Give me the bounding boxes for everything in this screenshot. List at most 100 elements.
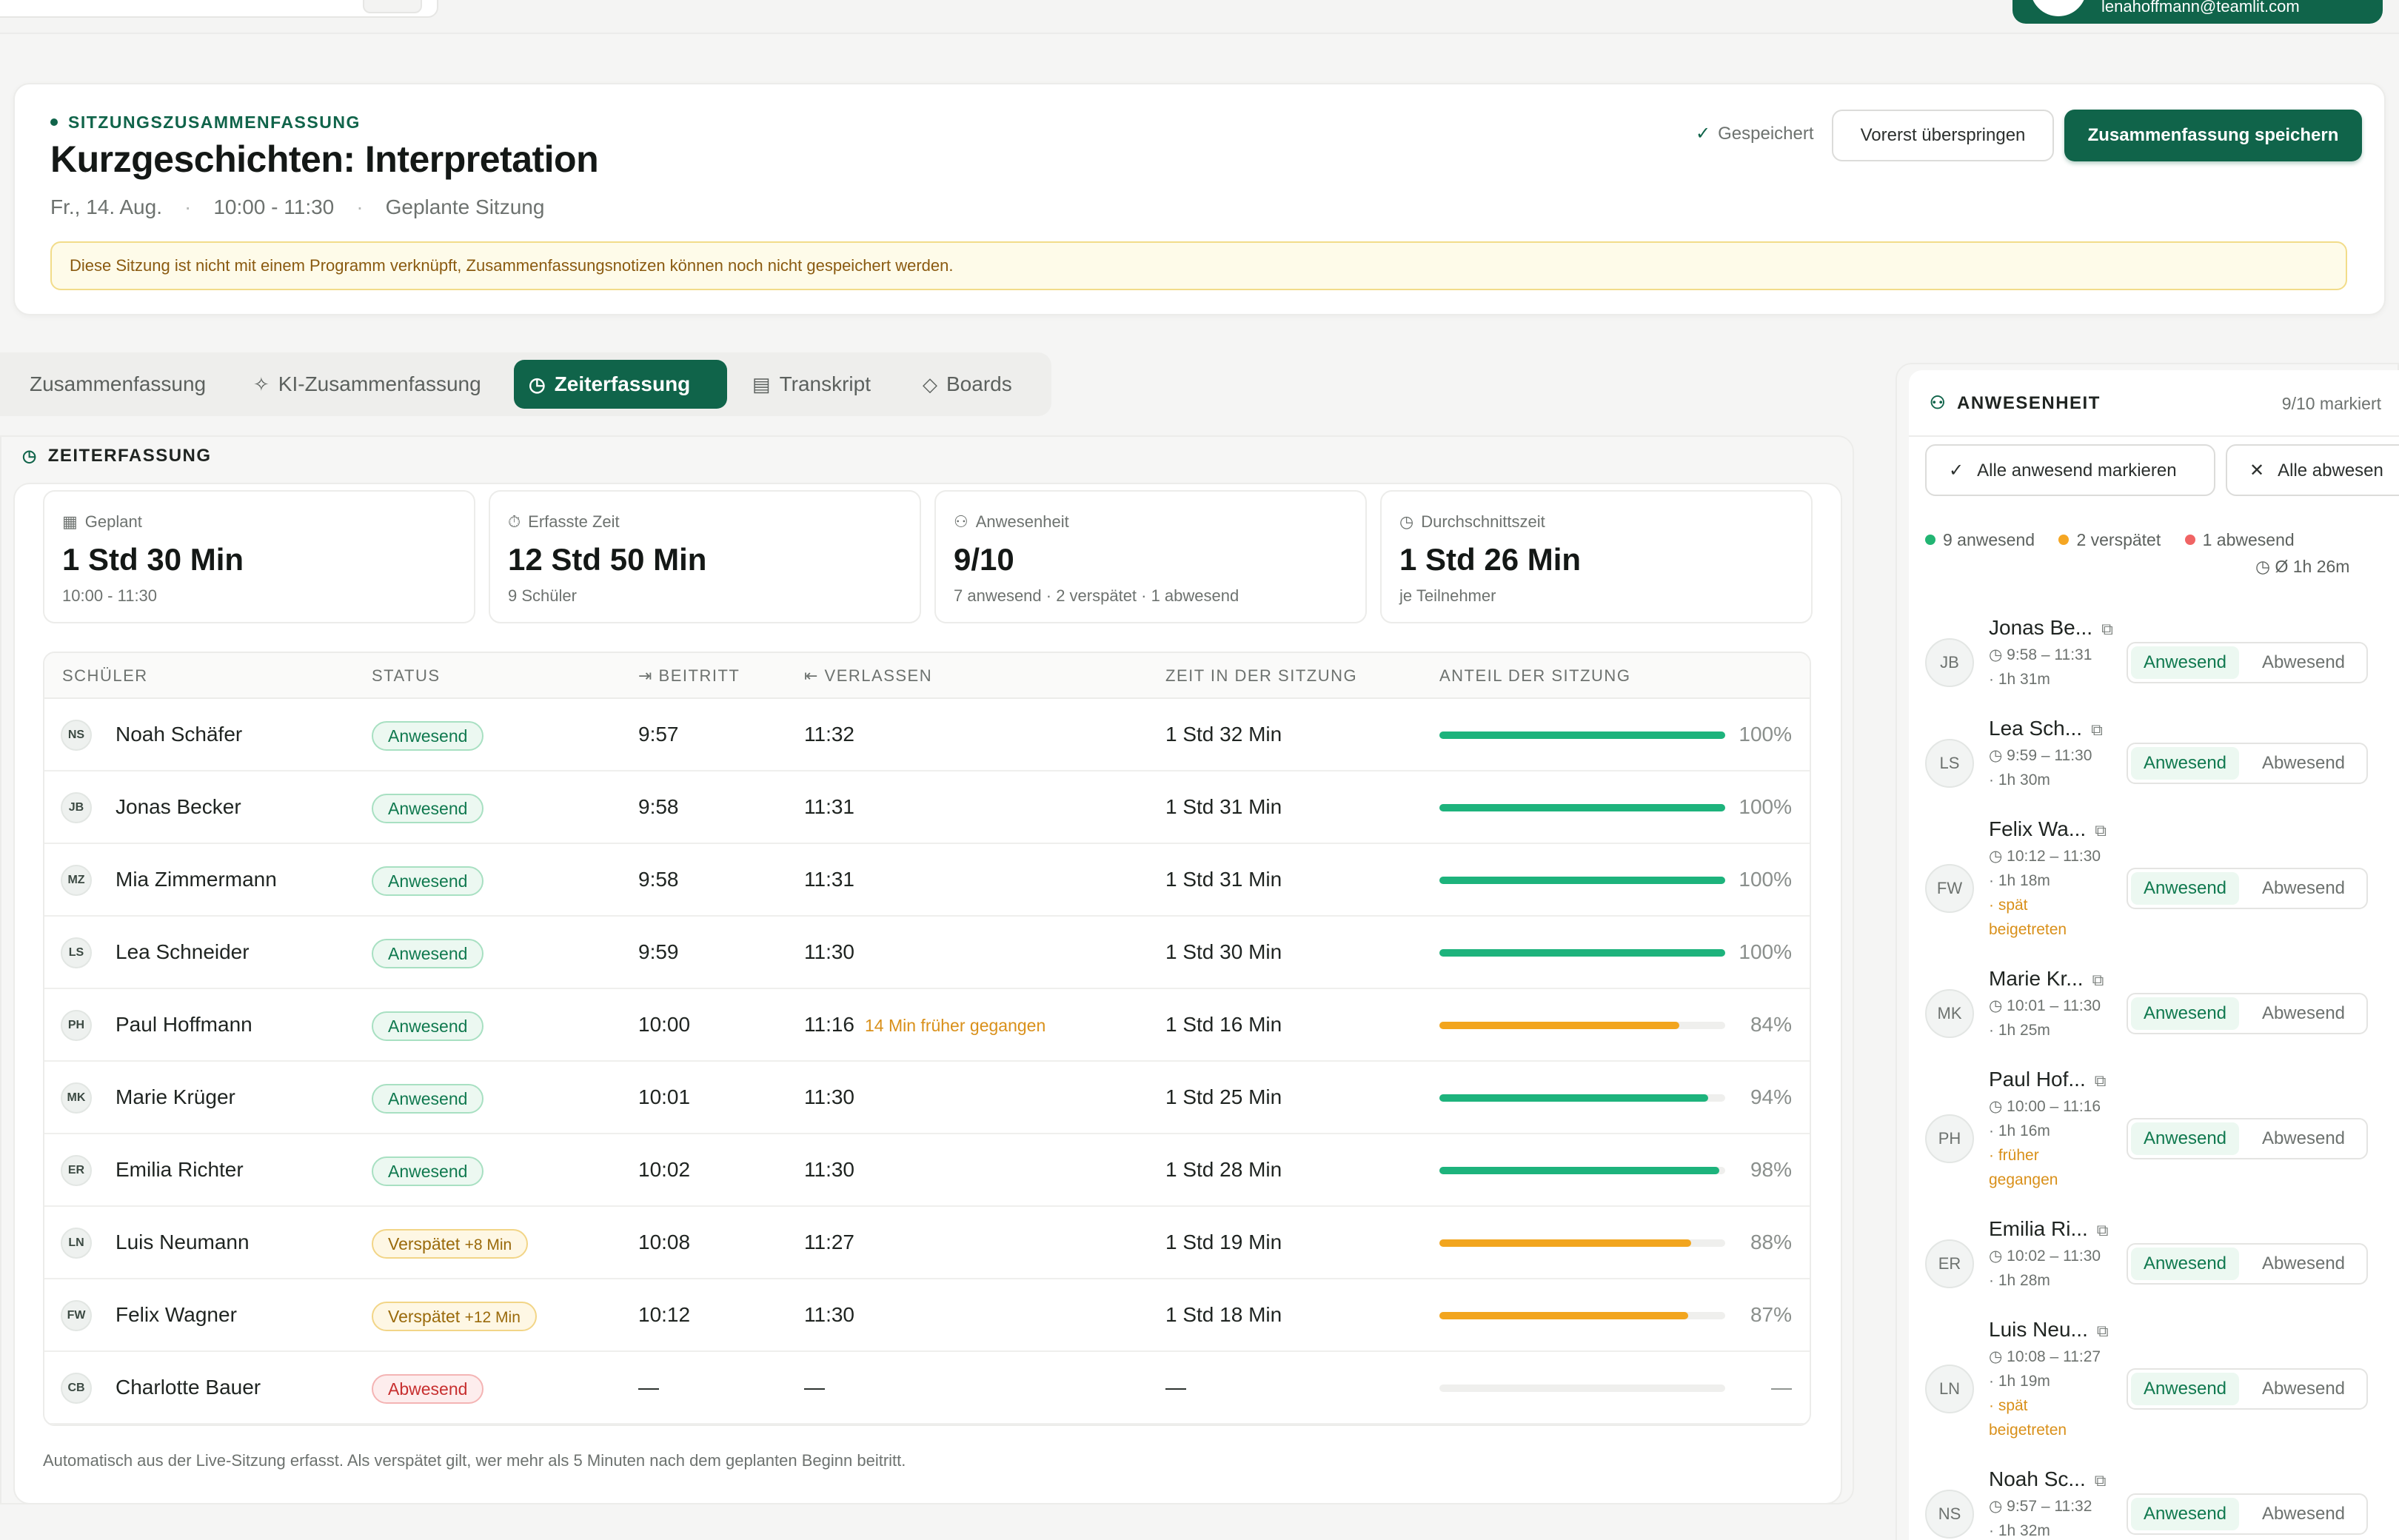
share-bar bbox=[1439, 877, 1725, 884]
section-label: ◷ ZEITERFASSUNG bbox=[22, 446, 212, 466]
attendance-item: NS Noah Sc... ⧉ ◷ 9:57 – 11:32 · 1h 32m Anwes… bbox=[1925, 1467, 2369, 1540]
table-row[interactable]: FW Felix Wagner Verspätet +12 Min 10:12 11:3… bbox=[44, 1279, 1810, 1352]
absent-option[interactable]: Abwesend bbox=[2261, 1253, 2346, 1273]
person-time: ◷ 10:01 – 11:30 bbox=[1989, 997, 2101, 1014]
tab-summary[interactable]: Zusammenfassung bbox=[30, 372, 207, 395]
attendance-toggle: Anwesend Abwesend bbox=[2127, 1243, 2368, 1285]
join-time: 10:01 bbox=[638, 1085, 691, 1108]
tab-time-tracking[interactable]: ◷ Zeiterfassung bbox=[514, 360, 727, 409]
person-note: · früher bbox=[1989, 1147, 2039, 1164]
leave-cell: 11:16 14 Min früher gegangen bbox=[804, 989, 1045, 1060]
skip-button[interactable]: Vorerst überspringen bbox=[1832, 110, 2054, 161]
session-time: 1 Std 32 Min bbox=[1165, 723, 1282, 746]
absent-option[interactable]: Abwesend bbox=[2261, 878, 2346, 898]
stat-value: 1 Std 26 Min bbox=[1399, 542, 1582, 577]
mark-all-present-button[interactable]: ✓ Alle anwesend markieren bbox=[1925, 444, 2215, 496]
present-option[interactable]: Anwesend bbox=[2131, 997, 2239, 1030]
absent-option[interactable]: Abwesend bbox=[2261, 1379, 2346, 1399]
avatar: MZ bbox=[61, 865, 92, 896]
warning-notice: Diese Sitzung ist nicht mit einem Progra… bbox=[50, 241, 2347, 290]
col-status[interactable]: STATUS bbox=[372, 666, 441, 685]
leave-cell: 11:32 bbox=[804, 699, 854, 770]
leave-time: 11:16 bbox=[804, 1013, 854, 1036]
tab-transcript[interactable]: ▤ Transkript bbox=[737, 360, 886, 409]
join-time: 10:00 bbox=[638, 1013, 691, 1036]
avatar: FW bbox=[61, 1300, 92, 1331]
share-bar bbox=[1439, 1167, 1725, 1174]
table-row[interactable]: MZ Mia Zimmermann Anwesend 9:58 11:31 1 Std 3… bbox=[44, 844, 1810, 917]
present-option[interactable]: Anwesend bbox=[2131, 1122, 2239, 1155]
external-link-icon[interactable]: ⧉ bbox=[2094, 1471, 2107, 1490]
mark-all-absent-button[interactable]: ✕ Alle abwesen bbox=[2226, 444, 2399, 496]
present-option[interactable]: Anwesend bbox=[2131, 1373, 2239, 1405]
table-row[interactable]: MK Marie Krüger Anwesend 10:01 11:30 1 Std 25… bbox=[44, 1062, 1810, 1134]
col-student[interactable]: SCHÜLER bbox=[62, 666, 148, 685]
absent-option[interactable]: Abwesend bbox=[2261, 753, 2346, 773]
absent-option[interactable]: Abwesend bbox=[2261, 1128, 2346, 1148]
external-link-icon[interactable]: ⧉ bbox=[2095, 821, 2107, 840]
status-badge: Anwesend bbox=[372, 720, 484, 751]
table-row[interactable]: NS Noah Schäfer Anwesend 9:57 11:32 1 Std 32 … bbox=[44, 699, 1810, 771]
leave-cell: 11:31 bbox=[804, 844, 854, 915]
person-name[interactable]: Emilia Ri... ⧉ bbox=[1989, 1217, 2109, 1240]
table-row[interactable]: JB Jonas Becker Anwesend 9:58 11:31 1 Std 31 … bbox=[44, 771, 1810, 844]
external-link-icon[interactable]: ⧉ bbox=[2096, 1322, 2109, 1340]
session-date: Fr., 14. Aug. bbox=[50, 195, 162, 218]
clock-icon: ◷ bbox=[529, 373, 546, 395]
present-option[interactable]: Anwesend bbox=[2131, 646, 2239, 679]
share-bar-fill bbox=[1439, 1022, 1680, 1029]
status-cell: Anwesend bbox=[372, 989, 484, 1060]
person-name[interactable]: Lea Sch... ⧉ bbox=[1989, 717, 2103, 740]
person-name[interactable]: Paul Hof... ⧉ bbox=[1989, 1068, 2107, 1091]
external-link-icon[interactable]: ⧉ bbox=[2101, 620, 2113, 638]
red-dot-icon bbox=[2184, 535, 2195, 545]
tab-ai-summary[interactable]: ✧ KI-Zusammenfassung bbox=[238, 360, 496, 409]
attendance-toggle: Anwesend Abwesend bbox=[2127, 1493, 2368, 1535]
share-bar bbox=[1439, 1094, 1725, 1102]
footnote: Automatisch aus der Live-Sitzung erfasst… bbox=[43, 1451, 906, 1470]
absent-option[interactable]: Abwesend bbox=[2261, 1504, 2346, 1524]
absent-option[interactable]: Abwesend bbox=[2261, 652, 2346, 672]
col-leave[interactable]: ⇤ VERLASSEN bbox=[804, 666, 933, 685]
attendance-toggle: Anwesend Abwesend bbox=[2127, 1368, 2368, 1410]
table-row[interactable]: LN Luis Neumann Verspätet +8 Min 10:08 11:27… bbox=[44, 1207, 1810, 1279]
status-badge: Anwesend bbox=[372, 1156, 484, 1186]
person-name[interactable]: Luis Neu... ⧉ bbox=[1989, 1318, 2109, 1341]
attendance-item: PH Paul Hof... ⧉ ◷ 10:00 – 11:16 · 1h 16m · f… bbox=[1925, 1068, 2369, 1210]
external-link-icon[interactable]: ⧉ bbox=[2092, 971, 2104, 989]
avatar: CB bbox=[61, 1373, 92, 1404]
external-link-icon[interactable]: ⧉ bbox=[2096, 1221, 2109, 1239]
session-time: 1 Std 16 Min bbox=[1165, 1013, 1282, 1036]
present-option[interactable]: Anwesend bbox=[2131, 747, 2239, 780]
user-menu[interactable]: lenahoffmann@teamlit.com bbox=[2012, 0, 2383, 24]
external-link-icon[interactable]: ⧉ bbox=[2094, 1071, 2107, 1090]
col-share[interactable]: ANTEIL DER SITZUNG bbox=[1439, 666, 1631, 685]
status-badge: Anwesend bbox=[372, 866, 484, 896]
session-meta: Fr., 14. Aug. · 10:00 - 11:30 · Geplante Sit… bbox=[50, 195, 545, 218]
person-name[interactable]: Noah Sc... ⧉ bbox=[1989, 1467, 2107, 1490]
absent-option[interactable]: Abwesend bbox=[2261, 1003, 2346, 1023]
leave-time: 11:30 bbox=[804, 1158, 854, 1181]
present-option[interactable]: Anwesend bbox=[2131, 872, 2239, 905]
session-time: 1 Std 30 Min bbox=[1165, 940, 1282, 963]
person-name[interactable]: Jonas Be... ⧉ bbox=[1989, 616, 2113, 639]
search-shortcut-button[interactable] bbox=[363, 0, 422, 13]
status-cell: Anwesend bbox=[372, 844, 484, 915]
check-icon: ✓ bbox=[1949, 460, 1964, 481]
present-option[interactable]: Anwesend bbox=[2131, 1248, 2239, 1280]
table-row[interactable]: LS Lea Schneider Anwesend 9:59 11:30 1 Std 30… bbox=[44, 917, 1810, 989]
table-row[interactable]: PH Paul Hoffmann Anwesend 10:00 11:16 14 Min … bbox=[44, 989, 1810, 1062]
tab-boards[interactable]: ◇ Boards bbox=[908, 360, 1027, 409]
tag-icon: ◇ bbox=[923, 373, 937, 395]
person-name[interactable]: Felix Wa... ⧉ bbox=[1989, 817, 2107, 840]
share-percent: 84% bbox=[1750, 1013, 1792, 1036]
col-time[interactable]: ZEIT IN DER SITZUNG bbox=[1165, 666, 1358, 685]
table-row[interactable]: CB Charlotte Bauer Abwesend — — — — bbox=[44, 1352, 1810, 1424]
external-link-icon[interactable]: ⧉ bbox=[2091, 720, 2103, 739]
table-row[interactable]: ER Emilia Richter Anwesend 10:02 11:30 1 Std … bbox=[44, 1134, 1810, 1207]
col-join[interactable]: ⇥ BEITRITT bbox=[638, 666, 740, 685]
present-option[interactable]: Anwesend bbox=[2131, 1498, 2239, 1530]
save-summary-button[interactable]: Zusammenfassung speichern bbox=[2064, 110, 2362, 161]
leave-cell: 11:31 bbox=[804, 771, 854, 843]
person-name[interactable]: Marie Kr... ⧉ bbox=[1989, 967, 2104, 990]
